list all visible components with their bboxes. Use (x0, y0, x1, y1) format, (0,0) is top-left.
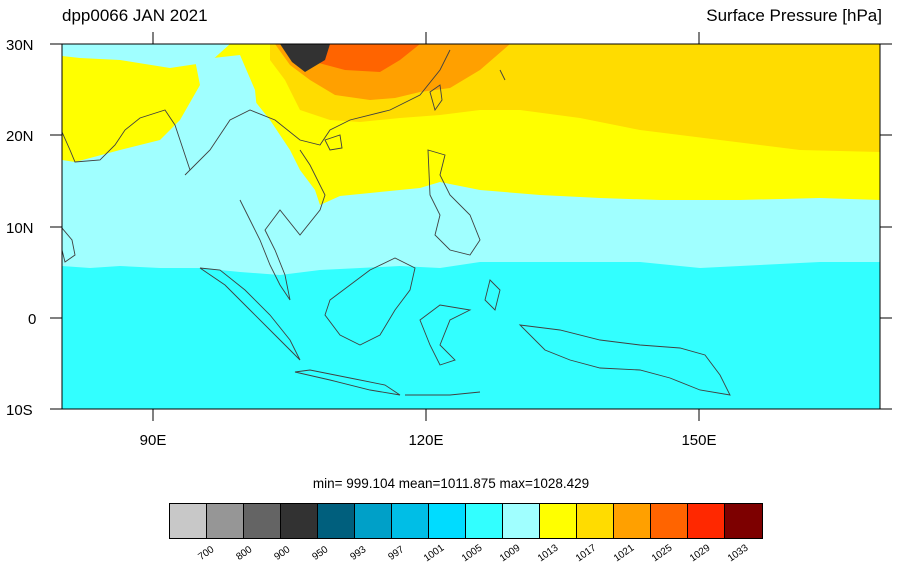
colorbar-label-11: 1021 (611, 542, 637, 565)
lon-label-90e: 90E (140, 432, 167, 449)
field-statistics: min= 999.104 mean=1011.875 max=1028.429 (312, 476, 590, 491)
lat-label-30n: 30N (6, 37, 34, 54)
colorbar-label-0: 700 (196, 544, 217, 563)
colorbar-label-3: 950 (310, 544, 331, 563)
colorbar-label-6: 1001 (421, 542, 447, 565)
colorbar-box-9 (503, 504, 540, 538)
colorbar-box-14 (688, 504, 725, 538)
colorbar-box-15 (725, 504, 762, 538)
colorbar-label-14: 1033 (725, 542, 751, 565)
coast-taiwan (429, 84, 443, 112)
coast-sumatra (199, 267, 301, 361)
colorbar-label-9: 1013 (535, 542, 561, 565)
colorbar-label-13: 1029 (687, 542, 713, 565)
colorbar-label-5: 997 (386, 544, 407, 563)
colorbar-label-7: 1005 (459, 542, 485, 565)
colorbar-label-2: 900 (272, 544, 293, 563)
colorbar-label-1: 800 (234, 544, 255, 563)
colorbar-box-0 (170, 504, 207, 538)
pressure-map: 30N 20N 10N 0 10S 90E 120E 150E (6, 32, 892, 449)
coast-sulawesi (419, 304, 472, 366)
map-fill (62, 44, 880, 409)
coast-java (294, 369, 401, 396)
colorbar-box-11 (577, 504, 614, 538)
coast-new-guinea (518, 324, 731, 396)
colorbar-box-7 (429, 504, 466, 538)
colorbar (169, 503, 763, 539)
map-title: dpp0066 JAN 2021 (62, 6, 208, 25)
colorbar-box-2 (244, 504, 281, 538)
band-low-patch (62, 44, 230, 68)
band-low-patch-2 (195, 55, 260, 170)
lat-label-20n: 20N (6, 128, 34, 145)
coast-hainan (324, 134, 343, 151)
coast-borneo (324, 257, 416, 346)
colorbar-box-8 (466, 504, 503, 538)
coast-sri-lanka (62, 227, 76, 263)
colorbar-box-1 (207, 504, 244, 538)
coast-halmahera (484, 279, 501, 311)
colorbar-box-13 (651, 504, 688, 538)
colorbar-box-6 (392, 504, 429, 538)
colorbar-label-8: 1009 (497, 542, 523, 565)
tick-marks (50, 32, 892, 421)
variable-title: Surface Pressure [hPa] (706, 6, 882, 25)
colorbar-box-10 (540, 504, 577, 538)
colorbar-label-10: 1017 (573, 542, 599, 565)
coast-lesser-sunda (405, 391, 481, 396)
coast-india (62, 109, 191, 176)
colorbar-box-12 (614, 504, 651, 538)
colorbar-box-4 (318, 504, 355, 538)
colorbar-label-12: 1025 (649, 542, 675, 565)
colorbar-label-4: 993 (348, 544, 369, 563)
coast-philippines (427, 149, 481, 256)
lat-label-10s: 10S (6, 402, 33, 419)
colorbar-box-3 (281, 504, 318, 538)
lat-label-10n: 10N (6, 220, 34, 237)
coast-malay (239, 149, 326, 301)
coastlines (62, 49, 731, 396)
colorbar-box-5 (355, 504, 392, 538)
lat-label-0: 0 (28, 311, 36, 328)
band-dark (280, 44, 330, 72)
lon-label-120e: 120E (408, 432, 443, 449)
coast-indochina (189, 49, 451, 171)
lon-label-150e: 150E (681, 432, 716, 449)
coast-japan-south (499, 69, 506, 81)
